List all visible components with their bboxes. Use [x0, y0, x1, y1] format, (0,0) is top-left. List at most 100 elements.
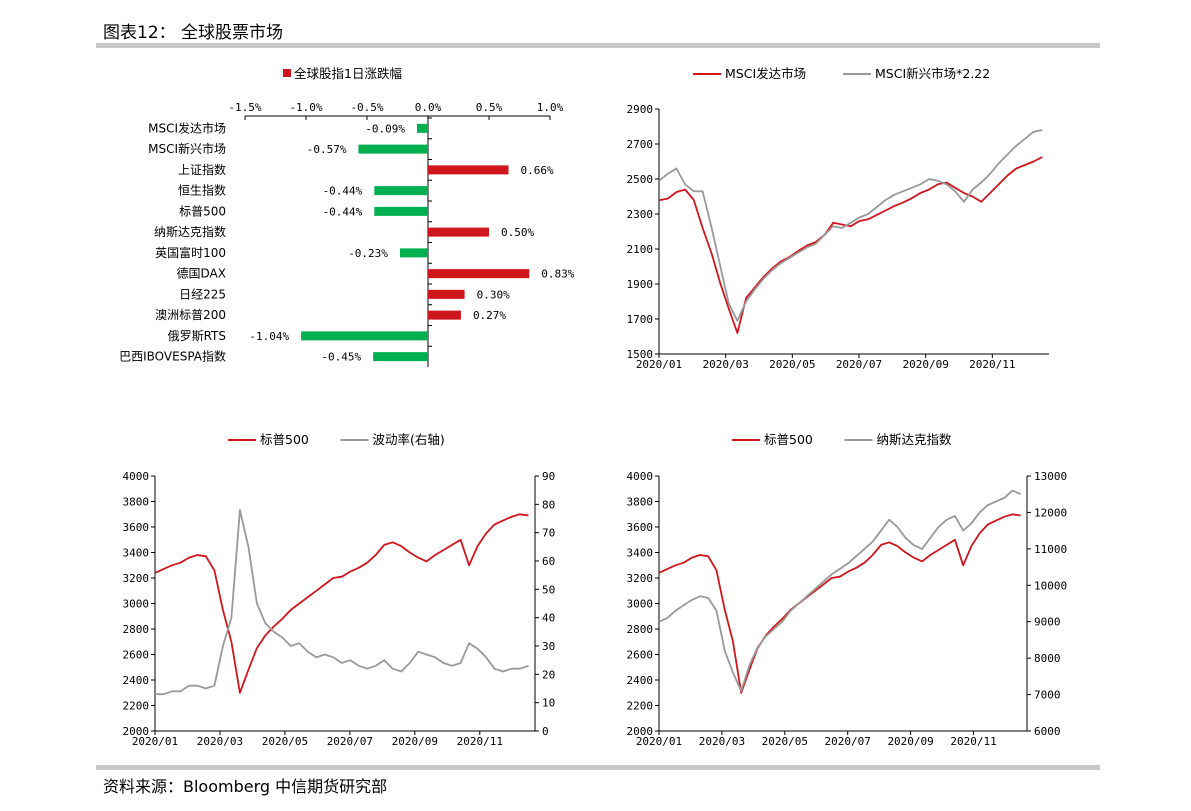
x-tick-label-2: 2020/07	[327, 735, 373, 748]
y-tick-label-left-2: 4000	[123, 470, 150, 483]
x-tick-label-1: 2020/07	[836, 358, 882, 371]
x-tick-label-3: 2020/01	[636, 735, 682, 748]
x-tick-label-1: 2020/01	[636, 358, 682, 371]
y-tick-label-right-3: 6000	[1034, 725, 1061, 738]
y-tick-label-left-1: 2700	[627, 138, 654, 151]
bar	[428, 310, 461, 320]
legend-label-3-0: 标普500	[764, 432, 813, 447]
y-tick-label-left-2: 2400	[123, 674, 150, 687]
y-tick-label-right-2: 10	[542, 697, 555, 710]
category-label: 纳斯达克指数	[154, 224, 226, 239]
x-tick-label-3: 2020/05	[762, 735, 808, 748]
legend-label-3-1: 纳斯达克指数	[877, 432, 953, 447]
y-tick-label-left-3: 3800	[627, 496, 654, 509]
legend-label-2-0: 标普500	[260, 432, 309, 447]
bar-value-label: 0.27%	[473, 309, 506, 322]
category-label: MSCI发达市场	[148, 120, 226, 135]
y-tick-label-left-3: 3000	[627, 598, 654, 611]
y-tick-label-left-2: 3200	[123, 572, 150, 585]
bar-value-label: 0.83%	[541, 268, 574, 281]
bar	[399, 248, 428, 258]
legend-label-1-0: MSCI发达市场	[725, 66, 806, 81]
x-tick-label-3: 2020/09	[887, 735, 933, 748]
legend-label-bar: 全球股指1日涨跌幅	[294, 66, 402, 81]
category-label: 英国富时100	[155, 245, 226, 260]
y-tick-label-right-2: 70	[542, 527, 555, 540]
x-tick-label-bar: 1.0%	[537, 101, 564, 114]
legend-label-2-1: 波动率(右轴)	[373, 432, 445, 447]
series-line-1-0	[658, 156, 1043, 334]
y-tick-label-left-3: 2400	[627, 674, 654, 687]
x-tick-label-1: 2020/09	[902, 358, 948, 371]
bottom-rule	[96, 765, 1100, 770]
series-line-3-0	[658, 513, 1021, 694]
x-tick-label-2: 2020/03	[197, 735, 243, 748]
y-tick-label-right-3: 7000	[1034, 689, 1061, 702]
bar-value-label: -0.23%	[348, 247, 388, 260]
x-tick-label-bar: 0.0%	[415, 101, 442, 114]
bar-value-label: -0.57%	[307, 143, 347, 156]
y-tick-label-left-2: 3400	[123, 547, 150, 560]
series-line-2-1	[155, 509, 529, 696]
bar	[301, 331, 428, 341]
series-line-2-0	[154, 513, 529, 694]
y-tick-label-left-3: 4000	[627, 470, 654, 483]
bar	[428, 289, 465, 299]
y-tick-label-right-3: 11000	[1034, 543, 1067, 556]
x-tick-label-2: 2020/11	[457, 735, 503, 748]
bar-value-label: -0.44%	[323, 205, 363, 218]
bar	[428, 165, 509, 175]
x-tick-label-2: 2020/05	[262, 735, 308, 748]
category-label: 日经225	[179, 287, 226, 301]
x-tick-label-2: 2020/01	[132, 735, 178, 748]
y-tick-label-left-1: 2500	[627, 173, 654, 186]
x-tick-label-1: 2020/11	[969, 358, 1015, 371]
y-tick-label-right-3: 12000	[1034, 506, 1067, 519]
y-tick-label-left-2: 3600	[123, 521, 150, 534]
bar-value-label: -0.44%	[323, 185, 363, 198]
bar	[358, 144, 428, 154]
y-tick-label-right-3: 8000	[1034, 652, 1061, 665]
x-tick-label-bar: -1.0%	[289, 101, 322, 114]
series-line-1-1	[658, 129, 1043, 322]
category-label: 上证指数	[178, 162, 226, 177]
y-tick-label-left-2: 2600	[123, 649, 150, 662]
legend-label-1-1: MSCI新兴市场*2.22	[875, 66, 990, 81]
y-tick-label-left-2: 2200	[123, 700, 150, 713]
y-tick-label-left-2: 3800	[123, 496, 150, 509]
y-tick-label-right-2: 40	[542, 612, 555, 625]
y-tick-label-right-2: 20	[542, 668, 555, 681]
category-label: 俄罗斯RTS	[168, 329, 226, 343]
y-tick-label-left-1: 1500	[627, 348, 654, 361]
x-tick-label-3: 2020/07	[825, 735, 871, 748]
bar-value-label: 0.66%	[521, 164, 554, 177]
bar	[373, 352, 428, 362]
y-tick-label-right-2: 90	[542, 470, 555, 483]
x-tick-label-bar: -0.5%	[350, 101, 383, 114]
y-tick-label-left-1: 2300	[627, 208, 654, 221]
bar	[417, 123, 428, 133]
top-rule	[96, 43, 1100, 48]
category-label: MSCI新兴市场	[148, 141, 226, 156]
y-tick-label-left-1: 1900	[627, 278, 654, 291]
y-tick-label-left-1: 2100	[627, 243, 654, 256]
bar-value-label: 0.50%	[501, 226, 534, 239]
source-note: 资料来源：Bloomberg 中信期货研究部	[103, 777, 388, 796]
y-tick-label-left-3: 2200	[627, 700, 654, 713]
y-tick-label-right-2: 50	[542, 583, 555, 596]
y-tick-label-left-2: 2000	[123, 725, 150, 738]
category-label: 恒生指数	[178, 183, 226, 198]
series-line-3-1	[658, 489, 1022, 692]
figure-title: 图表12： 全球股票市场	[103, 23, 284, 43]
y-tick-label-right-3: 13000	[1034, 470, 1067, 483]
y-tick-label-left-2: 3000	[123, 598, 150, 611]
legend-swatch-bar	[283, 69, 291, 77]
bar-value-label: -1.04%	[249, 330, 289, 343]
x-tick-label-bar: -1.5%	[228, 101, 261, 114]
bar-value-label: -0.45%	[321, 351, 361, 364]
x-tick-label-bar: 0.5%	[476, 101, 503, 114]
y-tick-label-left-1: 2900	[627, 103, 654, 116]
category-label: 巴西IBOVESPA指数	[119, 349, 226, 364]
bar	[428, 269, 530, 279]
